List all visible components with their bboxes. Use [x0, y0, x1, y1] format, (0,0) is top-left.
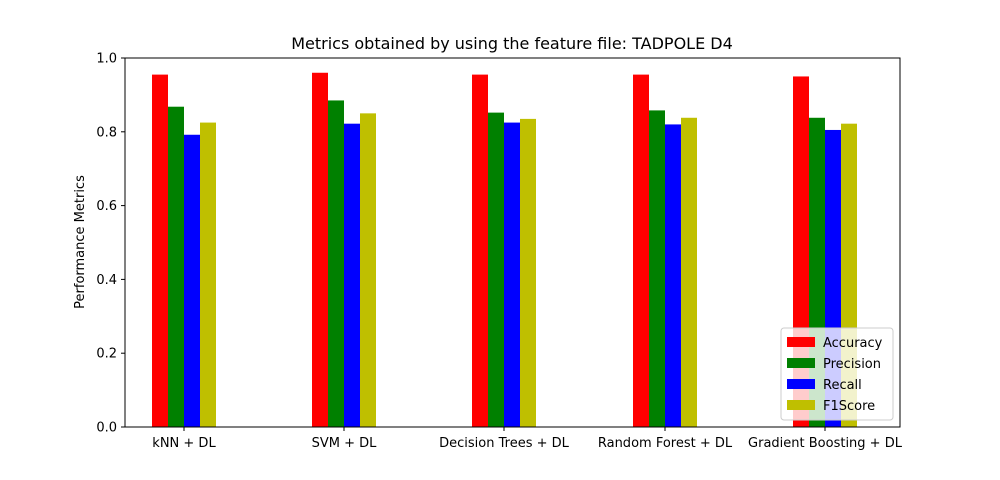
bar-accuracy-1: [152, 74, 168, 427]
y-tick-label: 0.8: [96, 125, 117, 140]
x-tick-label: Gradient Boosting + DL: [748, 436, 903, 451]
bar-f1score-1: [200, 122, 216, 427]
bar-recall-2: [344, 123, 360, 427]
legend: Accuracy Precision Recall F1Score: [780, 327, 894, 421]
bar-precision-2: [328, 100, 344, 427]
bar-recall-3: [504, 122, 520, 427]
bar-f1score-3: [520, 118, 536, 427]
legend-label-precision: Precision: [823, 357, 881, 372]
y-tick-label: 0.6: [96, 199, 117, 214]
legend-swatch-recall: [787, 379, 815, 389]
legend-label-accuracy: Accuracy: [823, 336, 883, 351]
bar-precision-1: [168, 106, 184, 427]
bar-f1score-2: [360, 113, 376, 427]
bar-precision-4: [649, 110, 665, 427]
bar-accuracy-2: [312, 72, 328, 427]
legend-swatch-precision: [787, 358, 815, 368]
plot-area-frame: [124, 57, 901, 428]
legend-label-recall: Recall: [823, 378, 862, 393]
x-tick-label: kNN + DL: [152, 436, 216, 451]
legend-box: [780, 327, 894, 421]
y-axis-label: Performance Metrics: [73, 175, 88, 309]
bar-recall-4: [665, 124, 681, 428]
legend-swatch-accuracy: [787, 337, 815, 347]
bar-accuracy-3: [472, 74, 488, 427]
bar-accuracy-4: [633, 74, 649, 427]
y-tick-label: 1.0: [96, 52, 117, 67]
x-tick-label: Decision Trees + DL: [439, 436, 570, 451]
bar-recall-1: [184, 134, 200, 427]
bars-layer: [152, 72, 857, 428]
legend-label-f1score: F1Score: [823, 399, 875, 414]
x-tick-label: SVM + DL: [312, 436, 378, 451]
bar-precision-3: [488, 112, 504, 427]
y-tick-label: 0.2: [96, 347, 117, 362]
y-tick-label: 0.0: [96, 421, 117, 436]
x-tick-label: Random Forest + DL: [598, 436, 733, 451]
x-axis: kNN + DL SVM + DL Decision Trees + DL Rando…: [152, 427, 903, 451]
y-tick-label: 0.4: [96, 273, 117, 288]
bar-f1score-4: [681, 117, 697, 427]
chart-title: Metrics obtained by using the feature fi…: [291, 34, 733, 53]
y-axis: 0.0 0.2 0.4 0.6 0.8 1.0: [96, 52, 125, 436]
legend-swatch-f1score: [787, 400, 815, 410]
